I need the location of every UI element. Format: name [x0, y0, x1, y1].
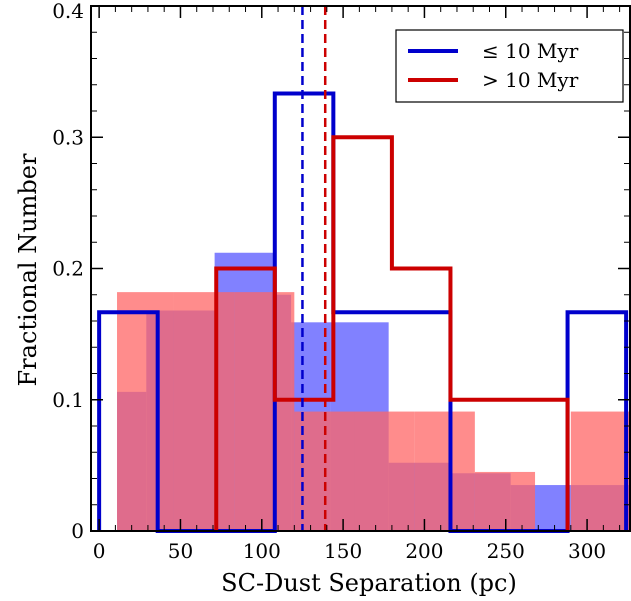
- x-tick-label: 200: [405, 539, 443, 563]
- y-tick-label: 0.3: [52, 125, 84, 149]
- x-tick-label: 250: [487, 539, 525, 563]
- filled-histograms: [117, 252, 631, 531]
- y-axis-label: Fractional Number: [14, 153, 42, 386]
- step-histogram-old: [214, 135, 570, 531]
- x-tick-label: 0: [93, 539, 106, 563]
- x-tick-label: 100: [243, 539, 281, 563]
- x-tick-label: 150: [324, 539, 362, 563]
- filled-bar: [474, 471, 536, 531]
- axes: 0 50 100 150 200 250 300 0 0.1 0.2 0.3 0.4: [52, 0, 631, 563]
- filled-bar: [173, 292, 235, 531]
- x-axis-label: SC-Dust Separation (pc): [221, 569, 517, 597]
- y-tick-label: 0.4: [52, 0, 84, 23]
- y-tick-label: 0.1: [52, 388, 84, 412]
- step-histograms: [97, 91, 629, 533]
- x-tick-label: 50: [168, 539, 193, 563]
- legend-label-old: > 10 Myr: [482, 68, 579, 92]
- filled-bar: [234, 292, 295, 531]
- y-tick-label: 0: [71, 519, 84, 543]
- filled-bar: [570, 411, 631, 531]
- legend-box: [395, 29, 624, 103]
- y-tick-label: 0.2: [52, 257, 84, 281]
- legend: ≤ 10 Myr > 10 Myr: [395, 29, 624, 103]
- x-tick-label: 300: [568, 539, 606, 563]
- legend-label-young: ≤ 10 Myr: [482, 39, 579, 63]
- filled-bar: [354, 411, 415, 531]
- filled-bar: [414, 411, 475, 531]
- filled-bar: [117, 292, 174, 531]
- median-lines: [301, 6, 327, 531]
